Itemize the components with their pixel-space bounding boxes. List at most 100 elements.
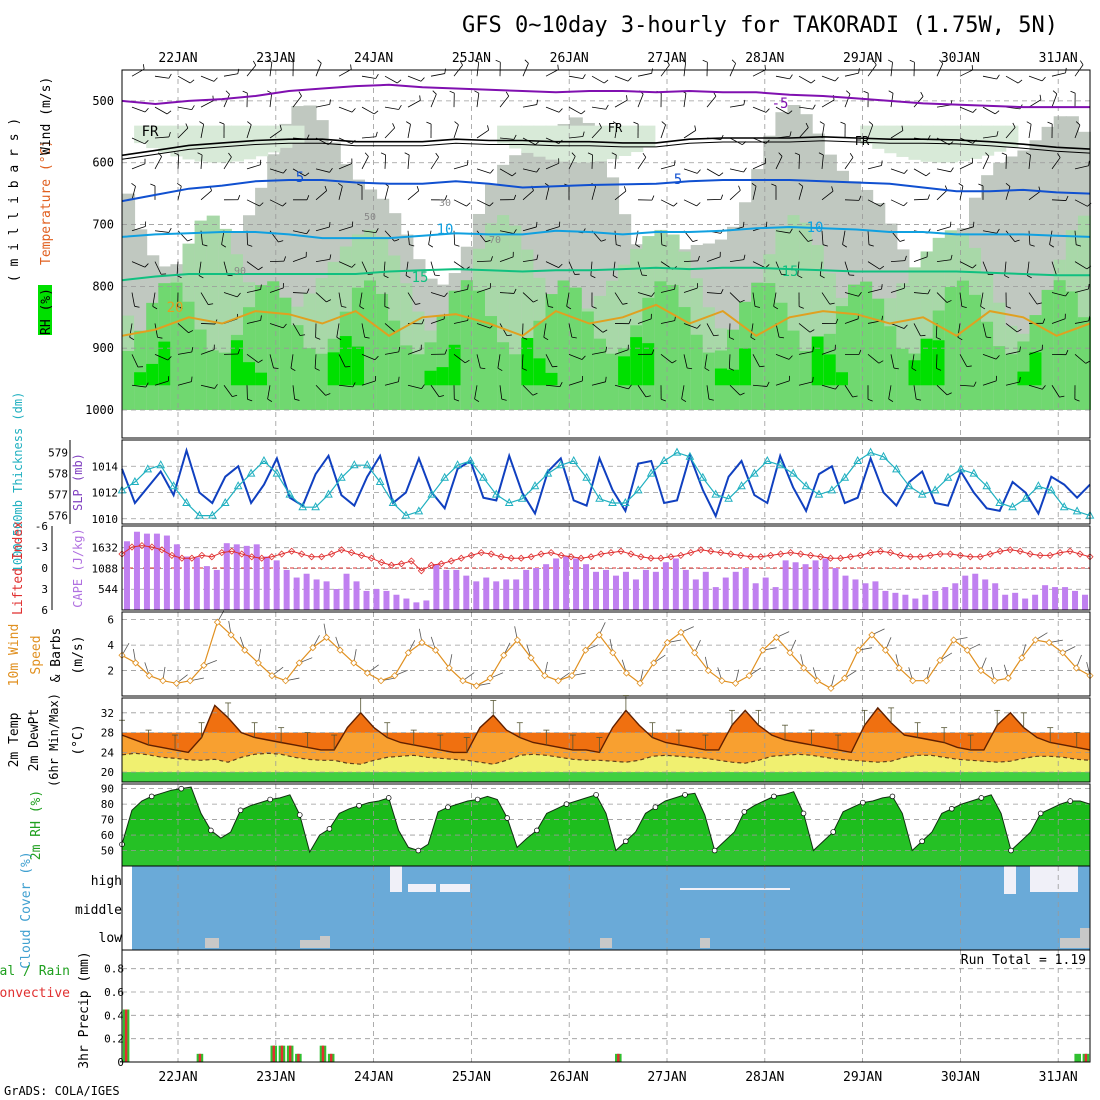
wind-barb-flag — [466, 202, 471, 207]
wind-barb — [614, 154, 617, 169]
wind-barb-flag — [651, 68, 653, 74]
isotherm-label: FR — [142, 124, 159, 140]
wind-tick-label: 4 — [107, 639, 114, 652]
thickness-point — [543, 468, 553, 477]
wind-barb-flag — [925, 172, 931, 177]
top-date-label: 28JAN — [745, 51, 784, 66]
wind-barb-flag — [409, 244, 415, 247]
rh-90-band — [485, 316, 499, 410]
wind-barb-flag — [829, 302, 835, 305]
cape-tick-label: 1088 — [92, 562, 119, 575]
wind-barb-flag — [778, 152, 783, 157]
wind-barb-flag — [852, 395, 858, 398]
wind-barb — [338, 186, 343, 200]
isotherm-label: 10 — [807, 220, 824, 236]
wind-barb — [844, 385, 853, 398]
isotherm-label: -5 — [772, 96, 789, 112]
wind-barb — [384, 381, 399, 386]
thickness-point — [853, 455, 863, 464]
cape-bar — [563, 556, 570, 610]
li-point — [178, 554, 186, 562]
wind-barb — [660, 230, 663, 245]
wind-barb — [591, 106, 606, 110]
wind-barb-flag — [191, 347, 194, 353]
thickness-point — [969, 468, 979, 477]
wind-barb — [522, 384, 534, 396]
wind-barb — [637, 385, 647, 398]
wind-barb — [936, 259, 951, 263]
top-date-label: 30JAN — [941, 51, 980, 66]
wind-barb — [200, 323, 216, 325]
rh-point — [534, 827, 540, 834]
wind-barb-flag — [219, 121, 225, 125]
wind-barb-flag — [168, 132, 171, 138]
cape-bar — [672, 558, 679, 610]
precip-convective-bar — [272, 1045, 275, 1062]
thickness-point — [569, 455, 579, 464]
rh-max-blob — [545, 372, 559, 386]
thickness-point — [724, 493, 733, 502]
thickness-point — [982, 481, 992, 490]
wind-barb — [752, 162, 766, 170]
rh-90-band — [690, 334, 704, 410]
wind-speed-point — [731, 679, 740, 687]
wind-barb-flag — [176, 183, 182, 187]
wind-barb-flag — [939, 59, 944, 64]
li-point — [477, 549, 485, 557]
wind-barb — [499, 95, 510, 108]
rh-90-band — [799, 350, 813, 410]
rh-upper-patch — [581, 125, 595, 163]
cape-bar — [1052, 587, 1059, 610]
wind-barb-flag — [903, 324, 908, 329]
li-point — [487, 550, 495, 558]
wind-barb — [223, 385, 233, 397]
wind-barb — [890, 199, 904, 207]
rh-upper-patch — [630, 125, 644, 153]
rh-90-band — [218, 352, 232, 410]
wind-barb-flag — [1026, 121, 1032, 125]
wind-barb-flag — [1052, 90, 1058, 95]
wind-barb-flag — [888, 90, 894, 94]
wind-barb — [292, 292, 308, 294]
wind-barb — [913, 168, 927, 177]
wind-barb-flag — [199, 121, 204, 125]
wind-barb — [982, 353, 997, 360]
wind-barb — [752, 292, 756, 307]
wind-barb-flag — [635, 244, 641, 248]
li-point — [627, 550, 635, 558]
wind-barb — [959, 354, 968, 367]
cape-bar — [622, 571, 629, 610]
isotherm-label: 5 — [674, 172, 682, 188]
wind-barb — [959, 106, 974, 113]
rh-point — [178, 785, 185, 792]
rh-max-blob — [255, 372, 269, 386]
wind-barb — [867, 64, 877, 77]
wind-barb — [913, 198, 929, 201]
wind-barb-flag — [300, 334, 306, 336]
cape-bar — [283, 569, 290, 610]
wind-barb-flag — [867, 398, 873, 402]
wind-barb — [292, 385, 296, 400]
wind-barb-flag — [359, 306, 365, 310]
wind-speed-point — [159, 677, 167, 685]
cape-bar — [762, 577, 769, 610]
rh-max-blob — [1017, 371, 1031, 386]
wind-barb — [844, 292, 859, 297]
wind-barb-flag — [1088, 160, 1090, 166]
wind-barb — [729, 259, 744, 263]
rh-max-blob — [533, 358, 547, 386]
thickness-point — [208, 510, 217, 519]
rh-90-band — [291, 325, 305, 410]
wind-speed-point — [350, 659, 358, 667]
wind-barb — [773, 292, 777, 307]
wind-barb — [453, 64, 463, 77]
wind-speed-point — [322, 633, 331, 642]
thickness-point — [362, 460, 372, 469]
cape-bar — [1012, 592, 1019, 610]
wind-speed-point — [1059, 649, 1067, 657]
rh-max-blob — [230, 340, 244, 386]
rh-90-band — [956, 280, 970, 410]
li-point — [427, 561, 435, 569]
cape-bar — [932, 590, 939, 610]
wind-barb-flag — [571, 336, 577, 339]
